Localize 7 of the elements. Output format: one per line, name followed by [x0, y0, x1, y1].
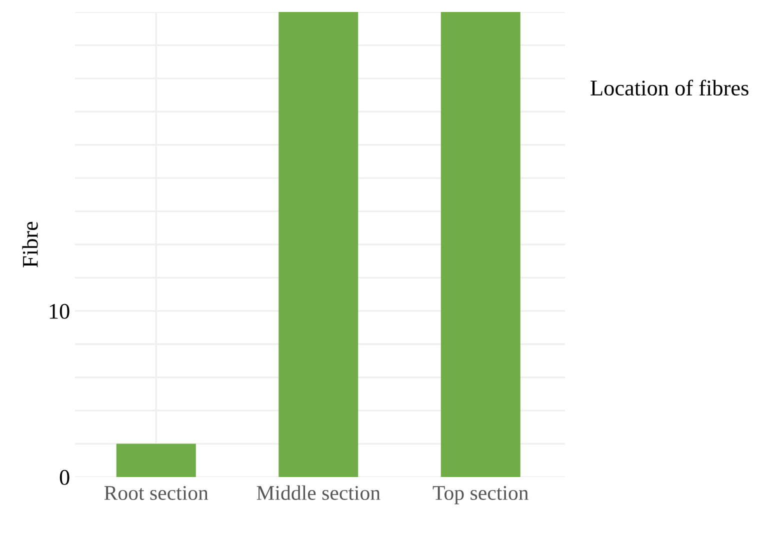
y-axis-title: Fibre	[22, 222, 38, 268]
x-tick-label: Middle section	[256, 485, 380, 500]
x-tick-label: Root section	[104, 486, 208, 500]
x-tick-label: Top section	[432, 486, 528, 504]
y-tick-label: 0	[60, 470, 70, 485]
y-tick-label: 10	[50, 304, 70, 319]
legend-title: Location of fibres	[590, 80, 748, 96]
